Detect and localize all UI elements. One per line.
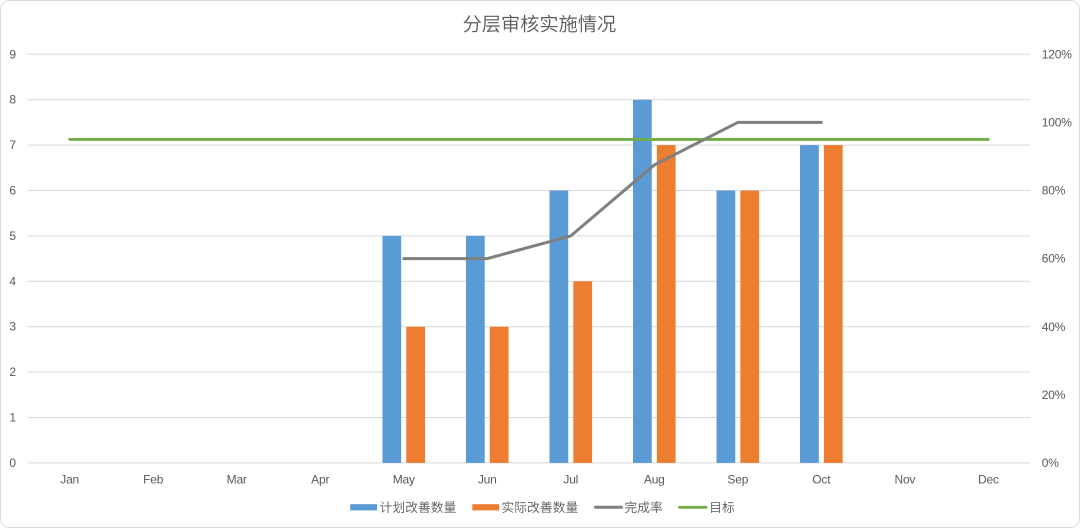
svg-text:1: 1: [9, 411, 16, 425]
svg-text:Oct: Oct: [812, 472, 831, 486]
svg-text:Mar: Mar: [227, 472, 247, 486]
svg-text:Apr: Apr: [311, 472, 329, 486]
svg-text:Jan: Jan: [60, 472, 79, 486]
svg-text:20%: 20%: [1042, 388, 1066, 402]
svg-text:Nov: Nov: [894, 472, 915, 486]
svg-text:6: 6: [9, 184, 16, 198]
svg-text:Dec: Dec: [978, 472, 999, 486]
svg-text:4: 4: [9, 274, 16, 288]
svg-text:80%: 80%: [1042, 184, 1066, 198]
svg-text:5: 5: [9, 229, 16, 243]
svg-text:0: 0: [9, 456, 16, 470]
svg-text:Aug: Aug: [644, 472, 665, 486]
svg-text:60%: 60%: [1042, 252, 1066, 266]
svg-text:9: 9: [9, 47, 16, 61]
svg-text:120%: 120%: [1042, 47, 1072, 61]
svg-text:2: 2: [9, 365, 16, 379]
svg-text:Jul: Jul: [563, 472, 578, 486]
svg-text:Sep: Sep: [727, 472, 748, 486]
svg-text:40%: 40%: [1042, 320, 1066, 334]
svg-text:3: 3: [9, 320, 16, 334]
svg-text:0%: 0%: [1042, 456, 1059, 470]
svg-text:May: May: [393, 472, 415, 486]
svg-text:8: 8: [9, 93, 16, 107]
svg-text:100%: 100%: [1042, 116, 1072, 130]
svg-text:7: 7: [9, 138, 16, 152]
svg-text:Jun: Jun: [478, 472, 497, 486]
svg-text:Feb: Feb: [143, 472, 164, 486]
